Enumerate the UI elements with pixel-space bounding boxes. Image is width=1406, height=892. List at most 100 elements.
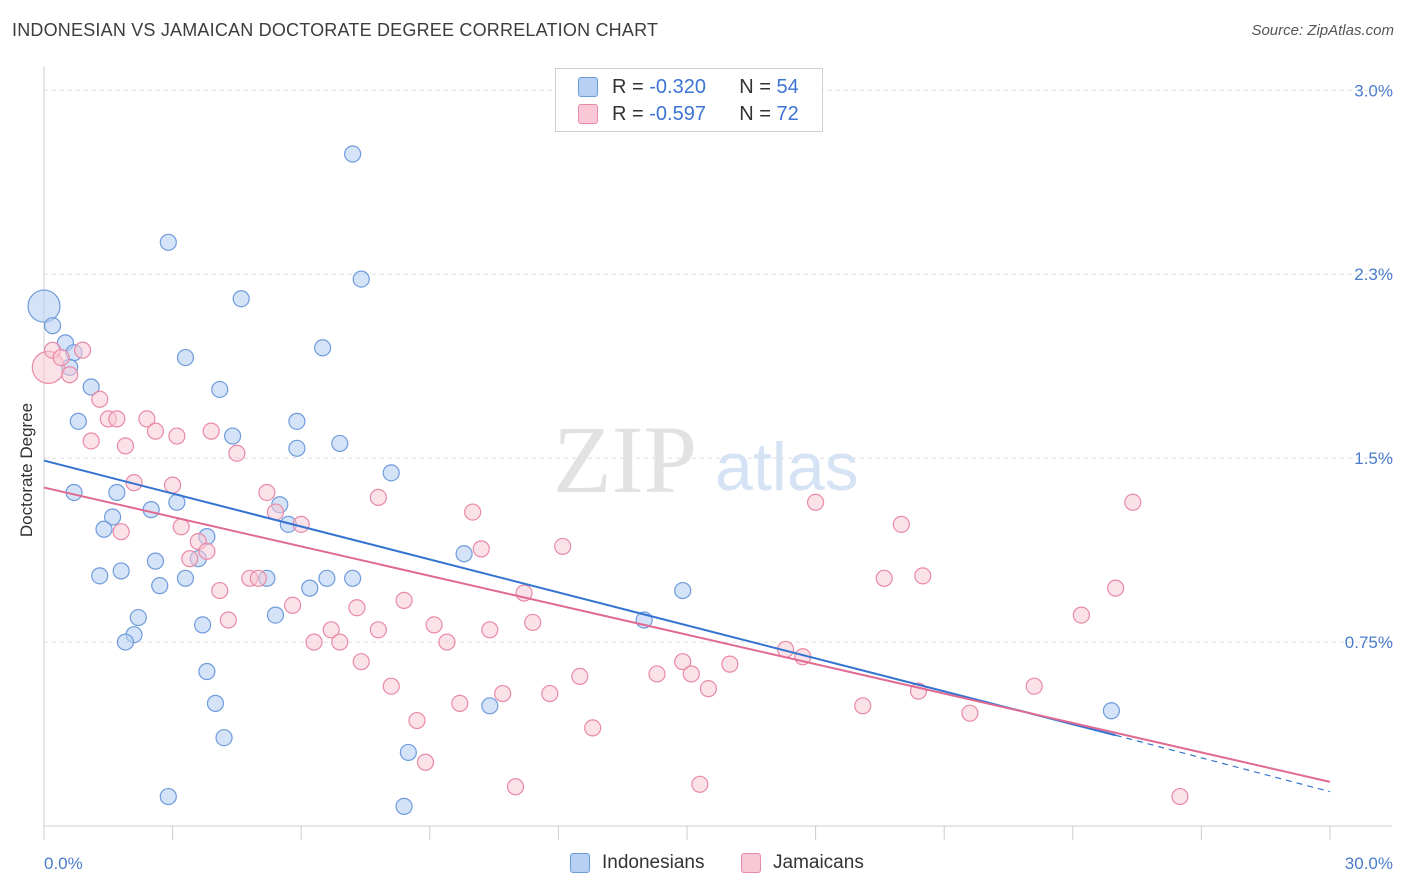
indonesian-point bbox=[198, 662, 216, 681]
indonesian-point bbox=[352, 270, 370, 288]
indonesian-point bbox=[27, 289, 61, 323]
jamaican-point bbox=[854, 697, 872, 715]
jamaican-point bbox=[369, 488, 387, 506]
jamaican-point bbox=[494, 684, 512, 703]
indonesian-point bbox=[108, 483, 126, 502]
jamaican-point bbox=[1025, 677, 1043, 695]
indonesian-point bbox=[215, 729, 233, 747]
x-tick-label: 30.0% bbox=[1345, 854, 1393, 873]
indonesians-trend-extension bbox=[1115, 734, 1331, 793]
jamaican-point bbox=[211, 581, 229, 600]
indonesian-point bbox=[194, 616, 212, 634]
jamaican-point bbox=[648, 665, 666, 683]
y-tick-label: 0.75% bbox=[1345, 633, 1393, 652]
jamaican-point bbox=[219, 611, 237, 629]
indonesian-point bbox=[82, 378, 100, 396]
jamaicans-swatch bbox=[578, 104, 598, 124]
jamaican-point bbox=[506, 778, 525, 796]
jamaican-point bbox=[1124, 493, 1142, 511]
indonesian-point bbox=[151, 577, 169, 595]
jamaican-point bbox=[961, 704, 979, 722]
jamaican-point bbox=[322, 621, 340, 639]
jamaican-point bbox=[1171, 787, 1189, 806]
jamaican-point bbox=[249, 569, 267, 587]
indonesian-point bbox=[206, 694, 225, 712]
jamaican-point bbox=[875, 569, 893, 587]
jamaican-point bbox=[228, 444, 246, 462]
jamaican-point bbox=[202, 422, 220, 440]
r-value: -0.597 bbox=[649, 102, 706, 125]
jamaican-point bbox=[699, 680, 718, 698]
legend-row-indonesians: R = -0.320 N = 54 bbox=[578, 74, 799, 100]
source-label: Source: ZipAtlas.com bbox=[1251, 22, 1394, 39]
indonesian-point bbox=[91, 567, 109, 585]
n-label: N = bbox=[739, 75, 771, 98]
jamaican-point bbox=[352, 653, 370, 671]
indonesian-point bbox=[288, 412, 306, 430]
chart-title: INDONESIAN VS JAMAICAN DOCTORATE DEGREE … bbox=[12, 20, 659, 40]
jamaican-point bbox=[284, 596, 302, 614]
jamaican-point bbox=[116, 437, 135, 455]
n-value: 54 bbox=[776, 75, 799, 98]
indonesian-point bbox=[481, 697, 499, 715]
jamaican-point bbox=[108, 410, 126, 428]
indonesians-trend-line bbox=[43, 459, 1116, 737]
indonesian-point bbox=[211, 380, 229, 399]
indonesian-point bbox=[159, 233, 177, 251]
trend-lines bbox=[43, 459, 1331, 793]
jamaican-point bbox=[584, 719, 602, 737]
jamaican-point bbox=[691, 775, 709, 793]
indonesian-point bbox=[232, 290, 250, 308]
jamaican-point bbox=[425, 616, 443, 634]
jamaican-point bbox=[112, 523, 130, 541]
n-label: N = bbox=[739, 102, 771, 125]
legend-row-jamaicans: R = -0.597 N = 72 bbox=[578, 101, 799, 127]
tick-labels: 0.75% 1.5% 2.3% 3.0% 0.0% 30.0% bbox=[44, 81, 1393, 873]
jamaican-point bbox=[1107, 579, 1125, 597]
jamaican-point bbox=[408, 711, 426, 730]
y-tick-label: 3.0% bbox=[1354, 81, 1393, 100]
indonesian-point bbox=[331, 434, 349, 453]
indonesian-point bbox=[382, 464, 400, 482]
jamaican-point bbox=[331, 633, 349, 651]
jamaican-point bbox=[348, 599, 366, 617]
jamaican-point bbox=[52, 348, 70, 367]
jamaican-point bbox=[91, 390, 109, 408]
indonesian-point bbox=[1102, 702, 1120, 720]
jamaican-point bbox=[258, 483, 276, 502]
jamaican-point bbox=[524, 613, 542, 632]
jamaican-point bbox=[382, 677, 400, 695]
jamaican-point bbox=[369, 621, 387, 639]
jamaican-point bbox=[892, 515, 910, 533]
legend-label: Jamaicans bbox=[773, 852, 864, 873]
indonesian-point bbox=[455, 545, 473, 563]
jamaican-point bbox=[914, 567, 932, 585]
jamaican-point bbox=[181, 550, 199, 568]
jamaican-point bbox=[73, 341, 92, 359]
jamaican-point bbox=[806, 493, 825, 511]
indonesian-point bbox=[142, 501, 160, 519]
indonesian-point bbox=[399, 743, 417, 762]
jamaican-point bbox=[721, 655, 739, 673]
jamaican-point bbox=[571, 667, 589, 686]
indonesians-swatch bbox=[570, 853, 590, 873]
indonesian-point bbox=[95, 520, 113, 538]
axes bbox=[43, 66, 1392, 840]
indonesian-point bbox=[159, 787, 177, 806]
indonesian-point bbox=[129, 608, 147, 627]
indonesian-point bbox=[176, 569, 195, 587]
r-label: R = bbox=[612, 75, 644, 98]
gridlines bbox=[44, 89, 1392, 643]
indonesian-point bbox=[43, 317, 62, 335]
n-value: 72 bbox=[776, 102, 799, 125]
series-legend: Indonesians Jamaicans bbox=[0, 852, 1406, 876]
jamaican-point bbox=[541, 684, 559, 703]
jamaican-point bbox=[82, 432, 100, 450]
y-tick-label: 2.3% bbox=[1354, 265, 1393, 284]
indonesian-point bbox=[344, 145, 362, 163]
legend-item-indonesians: Indonesians bbox=[570, 852, 704, 874]
stats-legend: R = -0.320 N = 54 R = -0.597 N = 72 bbox=[555, 68, 823, 132]
jamaican-point bbox=[138, 410, 156, 428]
jamaican-point bbox=[198, 542, 216, 560]
jamaican-point bbox=[416, 753, 435, 771]
